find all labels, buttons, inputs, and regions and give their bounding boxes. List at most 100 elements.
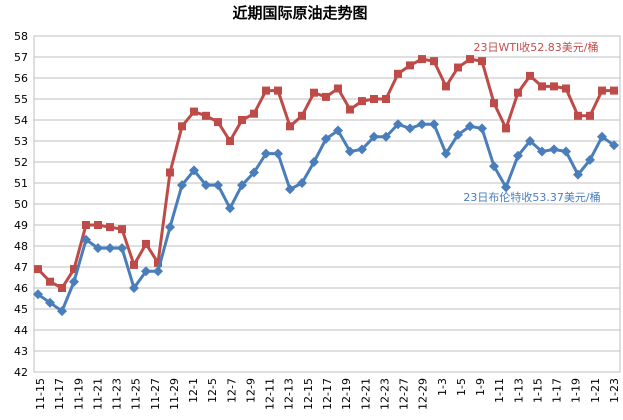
marker bbox=[370, 95, 378, 103]
x-tick-label: 1-11 bbox=[493, 378, 506, 403]
marker bbox=[142, 239, 150, 248]
marker bbox=[298, 111, 306, 120]
marker bbox=[489, 161, 499, 172]
x-tick-label: 11-23 bbox=[111, 378, 124, 410]
x-tick-label: 1-21 bbox=[589, 378, 602, 403]
marker bbox=[586, 111, 594, 120]
x-tick-label: 12-17 bbox=[321, 378, 334, 410]
chart-title: 近期国际原油走势图 bbox=[232, 4, 367, 22]
marker bbox=[105, 243, 115, 254]
y-tick-label: 43 bbox=[14, 345, 28, 358]
marker bbox=[45, 297, 55, 308]
marker bbox=[514, 88, 522, 97]
x-tick-label: 11-29 bbox=[168, 378, 181, 410]
marker bbox=[346, 105, 354, 114]
marker bbox=[598, 86, 606, 95]
marker bbox=[573, 169, 583, 180]
x-tick-label: 11-21 bbox=[91, 378, 104, 410]
marker bbox=[214, 118, 222, 127]
marker bbox=[141, 266, 151, 277]
y-tick-label: 49 bbox=[14, 219, 28, 232]
marker bbox=[550, 82, 558, 91]
y-tick-label: 48 bbox=[14, 240, 28, 253]
y-tick-label: 56 bbox=[14, 72, 28, 85]
marker bbox=[405, 123, 415, 134]
marker bbox=[561, 146, 571, 157]
marker bbox=[490, 99, 498, 108]
x-tick-label: 12-23 bbox=[378, 378, 391, 410]
x-tick-label: 12-1 bbox=[187, 378, 200, 403]
marker bbox=[93, 243, 103, 254]
marker bbox=[33, 289, 43, 300]
marker bbox=[285, 184, 295, 195]
marker bbox=[129, 283, 139, 293]
marker bbox=[178, 122, 186, 131]
marker bbox=[597, 131, 607, 142]
x-tick-label: 12-27 bbox=[398, 378, 411, 410]
x-tick-label: 11-25 bbox=[130, 378, 143, 410]
y-tick-label: 53 bbox=[14, 135, 28, 148]
marker bbox=[381, 131, 391, 142]
marker bbox=[585, 154, 595, 165]
y-tick-label: 47 bbox=[14, 261, 28, 274]
marker bbox=[297, 178, 307, 188]
marker bbox=[333, 125, 343, 136]
marker bbox=[513, 150, 523, 161]
marker bbox=[382, 95, 390, 103]
marker bbox=[165, 222, 175, 233]
marker bbox=[213, 180, 223, 191]
marker bbox=[525, 136, 535, 146]
marker bbox=[201, 180, 211, 191]
marker bbox=[322, 92, 330, 101]
x-tick-label: 12-11 bbox=[264, 378, 277, 410]
marker bbox=[369, 131, 379, 142]
marker bbox=[261, 148, 271, 159]
y-tick-label: 55 bbox=[14, 93, 28, 106]
marker bbox=[430, 57, 438, 66]
annotation: 23日布伦特收53.37美元/桶 bbox=[463, 190, 600, 204]
marker bbox=[562, 84, 570, 93]
marker bbox=[34, 265, 42, 274]
marker bbox=[345, 146, 355, 157]
marker bbox=[81, 234, 91, 245]
marker bbox=[454, 63, 462, 72]
marker bbox=[46, 277, 54, 286]
x-tick-label: 11-15 bbox=[34, 378, 47, 410]
marker bbox=[69, 276, 79, 287]
marker bbox=[130, 260, 138, 269]
marker bbox=[321, 133, 331, 144]
marker bbox=[166, 168, 174, 177]
y-tick-label: 44 bbox=[14, 324, 28, 337]
marker bbox=[574, 111, 582, 120]
y-tick-label: 54 bbox=[14, 114, 28, 127]
x-tick-label: 1-17 bbox=[551, 378, 564, 403]
marker bbox=[537, 146, 547, 157]
marker bbox=[226, 137, 234, 145]
y-tick-label: 50 bbox=[14, 198, 28, 211]
marker bbox=[358, 97, 366, 106]
marker bbox=[442, 82, 450, 91]
marker bbox=[406, 61, 414, 70]
marker bbox=[334, 84, 342, 93]
y-tick-label: 45 bbox=[14, 303, 28, 316]
marker bbox=[189, 165, 199, 176]
marker bbox=[250, 109, 258, 118]
plot-border bbox=[33, 35, 621, 373]
x-tick-label: 12-7 bbox=[225, 378, 238, 403]
marker bbox=[465, 121, 475, 132]
marker bbox=[237, 180, 247, 191]
marker bbox=[58, 284, 66, 292]
x-tick-label: 12-15 bbox=[302, 378, 315, 410]
x-tick-label: 1-3 bbox=[436, 378, 449, 396]
x-tick-label: 12-5 bbox=[206, 378, 219, 403]
x-tick-label: 11-17 bbox=[53, 378, 66, 410]
marker bbox=[357, 144, 367, 155]
marker bbox=[190, 107, 198, 116]
marker bbox=[549, 144, 559, 155]
x-tick-label: 1-23 bbox=[608, 378, 621, 403]
x-tick-label: 1-9 bbox=[474, 378, 487, 396]
marker bbox=[262, 86, 270, 95]
x-tick-label: 12-29 bbox=[417, 378, 430, 410]
y-tick-label: 52 bbox=[14, 156, 28, 169]
